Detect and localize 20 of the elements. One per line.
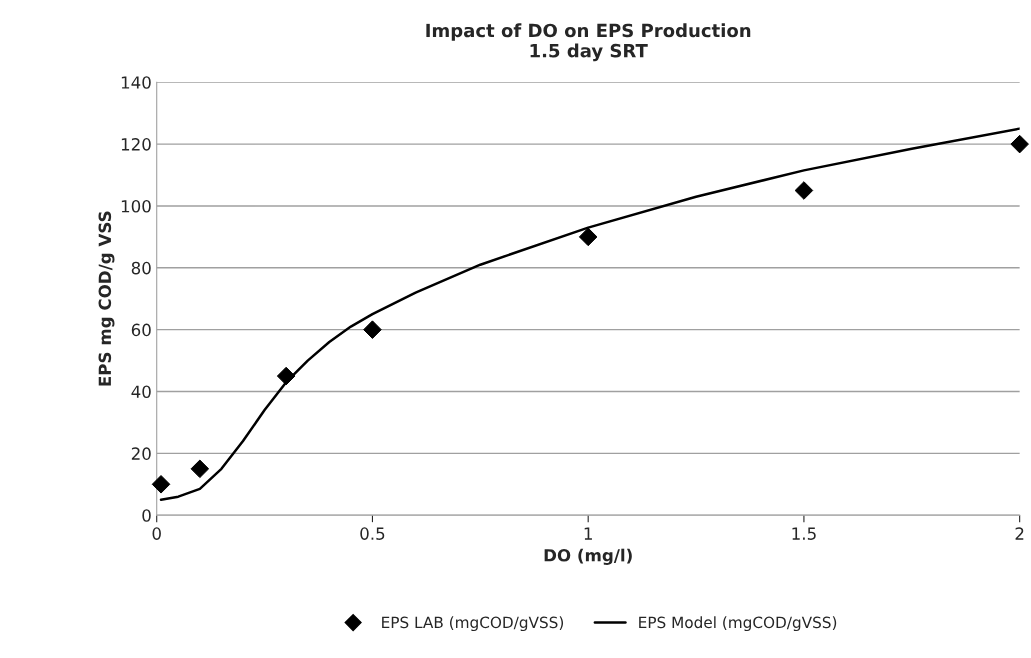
y-tick-label: 120 — [121, 138, 151, 151]
chart-title: Impact of DO on EPS Production 1.5 day SRT — [426, 23, 751, 62]
x-tick-label: 0 — [152, 527, 161, 540]
x-tick-label: 2 — [1015, 527, 1024, 540]
y-tick-label: 100 — [121, 199, 151, 213]
y-tick-label: 140 — [121, 76, 151, 89]
x-tick-label: 1 — [584, 527, 592, 540]
x-axis-title: DO (mg/l) — [544, 548, 632, 565]
y-tick-label: 40 — [131, 385, 151, 399]
point — [151, 475, 171, 494]
x-tick-label: 0.5 — [360, 527, 385, 540]
y-axis-title: EPS mg COD/g VSS — [98, 211, 115, 386]
y-tick-label: 60 — [131, 323, 151, 337]
line-series — [159, 127, 1020, 501]
legend-label: EPS Model (mgCOD/gVSS) — [639, 616, 837, 632]
y-tick-label: 80 — [131, 261, 151, 275]
legend-label: EPS LAB (mgCOD/gVSS) — [382, 616, 564, 632]
y-tick-label: 20 — [131, 447, 151, 460]
y-tick-label: 0 — [142, 509, 151, 522]
x-tick-label: 1.5 — [792, 527, 816, 540]
